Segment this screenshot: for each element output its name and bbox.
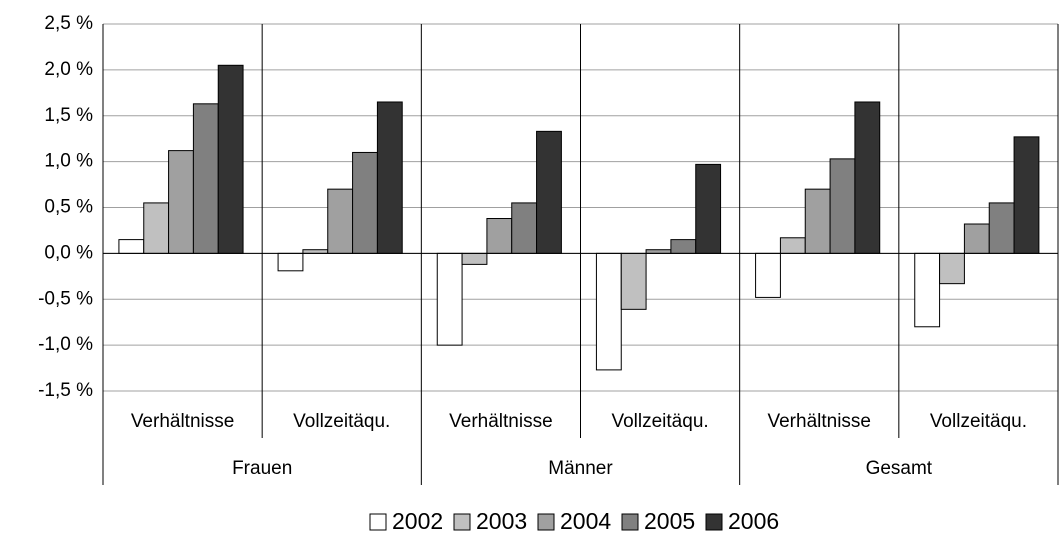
bar: [779, 237, 806, 254]
bar: [217, 64, 244, 254]
bar: [192, 103, 219, 254]
bar: [914, 252, 941, 328]
bar: [595, 252, 622, 371]
y-tick-label: 0,5 %: [44, 197, 93, 218]
group-label: Gesamt: [866, 458, 933, 479]
bar: [939, 252, 965, 285]
bar: [376, 101, 403, 254]
bar: [118, 239, 145, 254]
bar: [695, 163, 722, 254]
bar: [327, 188, 354, 254]
legend-label: 2006: [728, 508, 779, 534]
y-tick-label: 1,0 %: [44, 151, 93, 172]
bar: [829, 158, 856, 254]
bar: [645, 249, 672, 254]
y-tick-label: -1,5 %: [38, 380, 93, 401]
bar: [804, 188, 831, 254]
x-tick-label: Verhältnisse: [131, 411, 235, 432]
bar: [1013, 136, 1040, 254]
y-tick-label: 2,0 %: [44, 59, 93, 80]
x-tick-label: Vollzeitäqu.: [293, 411, 390, 432]
bar: [511, 202, 538, 254]
legend-label: 2004: [560, 508, 611, 534]
bar: [486, 218, 513, 254]
bar: [988, 202, 1015, 254]
y-tick-label: -0,5 %: [38, 288, 93, 309]
y-tick-label: 1,5 %: [44, 105, 93, 126]
bar: [963, 223, 990, 254]
legend-swatch: [369, 513, 387, 531]
group-label: Frauen: [232, 458, 292, 479]
legend-label: 2005: [644, 508, 695, 534]
y-tick-label: 2,5 %: [44, 13, 93, 34]
legend-label: 2002: [392, 508, 443, 534]
legend-label: 2003: [476, 508, 527, 534]
legend-swatch: [537, 513, 555, 531]
x-tick-label: Vollzeitäqu.: [930, 411, 1027, 432]
x-tick-label: Vollzeitäqu.: [611, 411, 708, 432]
bar: [461, 252, 488, 265]
bar: [436, 252, 463, 346]
bar: [277, 252, 304, 272]
bar: [168, 150, 194, 254]
bar: [352, 151, 378, 254]
bar: [670, 239, 697, 254]
bar: [302, 249, 329, 254]
x-tick-label: Verhältnisse: [767, 411, 871, 432]
y-tick-label: -1,0 %: [38, 334, 93, 355]
bar: [143, 202, 170, 254]
legend-swatch: [705, 513, 723, 531]
bar: [755, 252, 781, 298]
bar: [620, 252, 647, 310]
x-tick-label: Verhältnisse: [449, 411, 553, 432]
legend-swatch: [621, 513, 639, 531]
y-tick-label: 0,0 %: [44, 242, 93, 263]
legend-swatch: [453, 513, 471, 531]
bar: [536, 130, 562, 254]
bar: [854, 101, 881, 254]
group-label: Männer: [548, 458, 613, 479]
